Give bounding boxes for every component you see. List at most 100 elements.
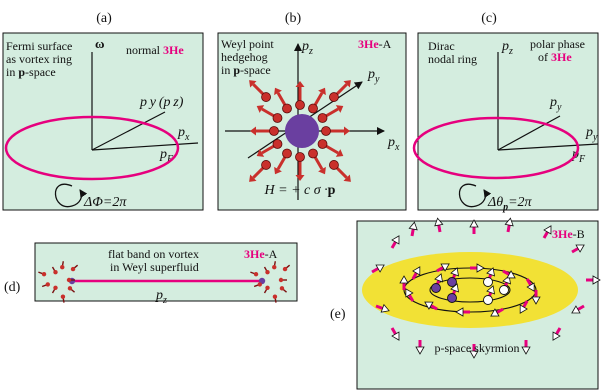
panel-a: Fermi surface as vortex ring in p-space … — [2, 32, 204, 211]
axis-diagonal — [497, 115, 561, 151]
skyrmion-spin — [371, 264, 385, 274]
hedgehog-arrow — [308, 148, 326, 175]
panel-d-background — [34, 242, 298, 302]
nodal-ring — [412, 116, 580, 180]
py-pz-label: p y (p z) — [139, 95, 184, 110]
panel-b-desc: Weyl point hedgehog in p-space — [221, 37, 277, 77]
skyrmion-spin — [434, 217, 444, 233]
mini-hedgehog-right — [250, 261, 291, 303]
skyrmion-spin — [525, 278, 535, 292]
panel-label-a: (a) — [96, 11, 112, 26]
skyrmion-spin — [586, 275, 601, 285]
pF-label: pF — [159, 147, 174, 165]
mini-arrow — [66, 277, 75, 283]
skyrmion-spin — [542, 225, 552, 239]
panel-b: Weyl point hedgehog in p-space 3He-A pz … — [217, 32, 407, 211]
panel-d-desc: flat band on vortex in Weyl superfluid — [108, 247, 202, 274]
weyl-point-node — [285, 114, 319, 148]
skyrmion-spin — [469, 344, 479, 359]
omega-label: ω — [95, 36, 105, 51]
skyrmion-spin — [499, 275, 512, 295]
mini-arrow — [282, 264, 291, 272]
skyrmion-spin — [415, 340, 425, 355]
circulation-loop — [54, 183, 88, 208]
skyrmion-spin — [521, 340, 531, 355]
py-label: py — [549, 95, 562, 113]
skyrmion-spin — [483, 285, 496, 305]
panel-label-e: (e) — [330, 307, 346, 322]
hedgehog-arrow — [249, 80, 271, 102]
skyrmion-spin — [405, 288, 415, 302]
skyrmion-caption: p-space skyrmion — [435, 341, 520, 355]
mini-arrow — [51, 266, 58, 275]
skyrmion-spin — [411, 266, 421, 280]
hedgehog-arrow — [274, 148, 292, 175]
skyrmion-spin — [447, 267, 460, 287]
hedgehog-arrow — [295, 81, 305, 110]
panel-c-background — [417, 32, 599, 211]
skyrmion-spin — [408, 221, 418, 237]
hedgehog-arrows — [249, 80, 351, 182]
he3-a-label: 3He-A — [244, 247, 278, 261]
panel-c-desc: Dirac nodal ring — [428, 39, 477, 66]
mini-arrow — [38, 271, 47, 277]
panel-d: flat band on vortex in Weyl superfluid 3… — [34, 242, 298, 306]
mini-arrow — [253, 282, 262, 288]
skyrmion-spin — [375, 303, 390, 313]
skyrmion-spin — [469, 219, 479, 234]
axis-horizontal — [91, 142, 199, 151]
mini-arrow — [278, 277, 287, 283]
axis-horizontal — [497, 143, 599, 151]
skyrmion-spin — [490, 307, 504, 317]
pz-label: pz — [301, 39, 313, 57]
hedgehog-arrow — [317, 105, 344, 123]
circulation-loop — [458, 183, 492, 208]
hedgehog-arrow — [317, 139, 344, 157]
winding-label: ΔΦ=2π — [83, 195, 127, 210]
skyrmion-spin — [424, 301, 438, 311]
skyrmion-spin — [571, 304, 585, 314]
px-label: px — [177, 125, 190, 143]
mini-arrow — [67, 286, 76, 293]
px-label: px — [387, 135, 400, 153]
mini-arrow — [263, 266, 270, 275]
normal-he3-label: normal 3He — [126, 43, 184, 57]
skyrmion-region — [362, 252, 578, 328]
hedgehog-arrow — [295, 152, 305, 181]
py-label: py — [367, 67, 380, 85]
hedgehog-arrow — [256, 139, 283, 157]
mini-arrow — [51, 285, 58, 294]
hedgehog-arrow — [308, 87, 326, 114]
hedgehog-arrow — [249, 160, 271, 182]
panel-label-b: (b) — [285, 11, 302, 26]
panel-a-desc: Fermi surface as vortex ring in p-space — [6, 39, 75, 79]
mini-arrow — [279, 286, 288, 293]
he3-a-label: 3He-A — [358, 37, 392, 51]
skyrmion-arrows — [371, 217, 601, 359]
skyrmion-spin — [552, 327, 562, 341]
skyrmion-spin — [531, 290, 541, 305]
skyrmion-spin — [390, 327, 400, 341]
skyrmion-spin — [470, 263, 485, 273]
hedgehog-arrow — [274, 87, 292, 114]
skyrmion-spin — [436, 263, 450, 273]
panel-label-c: (c) — [481, 11, 497, 26]
mini-arrow — [60, 294, 66, 303]
panel-c: Dirac nodal ring pz polar phase of 3He p… — [412, 32, 599, 213]
skyrmion-spin — [519, 300, 529, 314]
mini-arrow — [250, 271, 259, 277]
px-label: py — [585, 125, 598, 143]
skyrmion-spin — [504, 217, 514, 233]
hedgehog-arrow — [329, 160, 351, 182]
mini-arrow — [60, 261, 65, 270]
panel-e: 3He-B p-space skyrmion — [356, 217, 601, 390]
axis-diagonal — [91, 111, 166, 151]
hedgehog-arrow — [321, 126, 350, 136]
winding-label: Δθp=2π — [487, 195, 533, 213]
skyrmion-spin — [455, 307, 470, 317]
pz-label: pz — [501, 39, 513, 57]
skyrmion-spin — [483, 267, 496, 287]
hedgehog-arrow — [250, 126, 279, 136]
hedgehog-arrow — [329, 80, 351, 102]
